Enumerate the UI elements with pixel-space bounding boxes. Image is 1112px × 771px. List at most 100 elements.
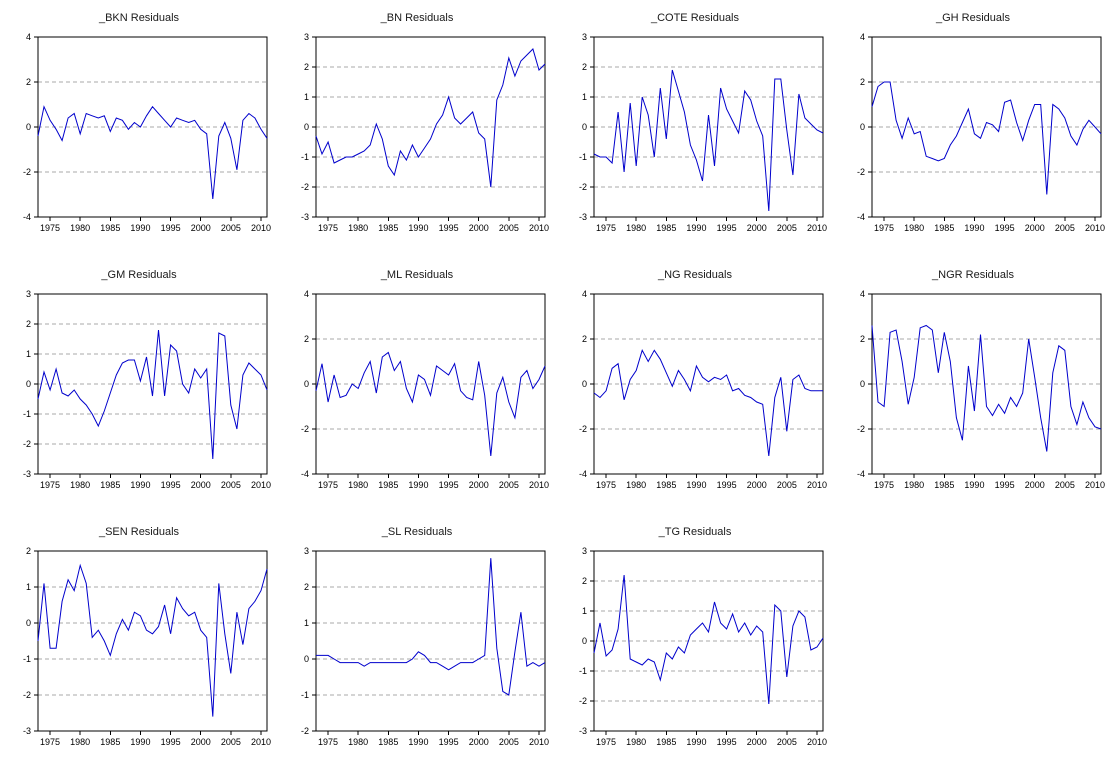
chart-cell-bkn: _BKN Residuals -4 -2 0 2 4 1975 1980 1985 1990 19… — [0, 0, 278, 257]
svg-text:2000: 2000 — [747, 480, 767, 490]
svg-text:-2: -2 — [579, 182, 587, 192]
chart-cell-cote: _COTE Residuals -3 -2 -1 0 1 2 3 1975 1980 1985 19… — [556, 0, 834, 257]
svg-text:1990: 1990 — [686, 480, 706, 490]
svg-text:1980: 1980 — [626, 480, 646, 490]
svg-text:1975: 1975 — [596, 480, 616, 490]
svg-text:4: 4 — [26, 32, 31, 42]
svg-text:-1: -1 — [23, 654, 31, 664]
svg-text:1980: 1980 — [70, 737, 90, 747]
bkn-residuals-plot: -4 -2 0 2 4 1975 1980 1985 1990 1995 2000 2005 2010 — [23, 32, 271, 233]
svg-text:1990: 1990 — [408, 223, 428, 233]
svg-text:1980: 1980 — [70, 223, 90, 233]
svg-text:2000: 2000 — [469, 223, 489, 233]
svg-text:3: 3 — [26, 289, 31, 299]
sl-residuals-plot: -2 -1 0 1 2 3 1975 1980 1985 1990 1995 2000 2005 2010 — [301, 546, 549, 747]
svg-text:2: 2 — [304, 334, 309, 344]
svg-text:1990: 1990 — [130, 223, 150, 233]
svg-text:1990: 1990 — [130, 737, 150, 747]
svg-text:2005: 2005 — [499, 737, 519, 747]
svg-text:0: 0 — [582, 379, 587, 389]
svg-text:1980: 1980 — [70, 480, 90, 490]
svg-text:-2: -2 — [23, 439, 31, 449]
svg-text:1990: 1990 — [408, 480, 428, 490]
svg-text:0: 0 — [860, 379, 865, 389]
svg-text:2: 2 — [26, 546, 31, 556]
svg-text:0: 0 — [26, 122, 31, 132]
svg-text:1985: 1985 — [100, 737, 120, 747]
svg-text:2: 2 — [860, 334, 865, 344]
svg-text:-3: -3 — [301, 212, 309, 222]
svg-text:2010: 2010 — [1085, 223, 1105, 233]
svg-text:3: 3 — [582, 32, 587, 42]
chart-title-ngr: _NGR Residuals — [932, 269, 1014, 281]
svg-text:1: 1 — [26, 582, 31, 592]
chart-title-cote: _COTE Residuals — [650, 12, 740, 24]
svg-text:2000: 2000 — [191, 223, 211, 233]
svg-text:2: 2 — [26, 77, 31, 87]
svg-text:1995: 1995 — [995, 480, 1015, 490]
svg-text:1985: 1985 — [100, 223, 120, 233]
svg-text:1995: 1995 — [439, 480, 459, 490]
svg-text:-1: -1 — [23, 409, 31, 419]
svg-text:1980: 1980 — [348, 223, 368, 233]
svg-text:1995: 1995 — [717, 223, 737, 233]
svg-text:2005: 2005 — [499, 223, 519, 233]
svg-text:2: 2 — [860, 77, 865, 87]
svg-text:2005: 2005 — [221, 737, 241, 747]
svg-text:2010: 2010 — [529, 223, 549, 233]
svg-text:4: 4 — [582, 289, 587, 299]
svg-text:-2: -2 — [857, 167, 865, 177]
svg-text:-2: -2 — [23, 167, 31, 177]
svg-text:3: 3 — [304, 546, 309, 556]
svg-text:-4: -4 — [579, 469, 587, 479]
chart-title-ng: _NG Residuals — [658, 269, 732, 281]
svg-text:-3: -3 — [579, 726, 587, 736]
svg-text:1985: 1985 — [656, 223, 676, 233]
svg-text:1995: 1995 — [717, 480, 737, 490]
svg-text:-2: -2 — [301, 726, 309, 736]
svg-text:0: 0 — [304, 122, 309, 132]
svg-text:2000: 2000 — [191, 737, 211, 747]
svg-text:1985: 1985 — [378, 480, 398, 490]
svg-text:1980: 1980 — [626, 223, 646, 233]
svg-text:1980: 1980 — [904, 480, 924, 490]
svg-text:-3: -3 — [23, 726, 31, 736]
svg-text:1990: 1990 — [408, 737, 428, 747]
svg-text:2010: 2010 — [529, 737, 549, 747]
svg-text:1985: 1985 — [378, 737, 398, 747]
svg-text:-2: -2 — [301, 424, 309, 434]
svg-text:4: 4 — [860, 289, 865, 299]
chart-title-bn: _BN Residuals — [380, 12, 454, 24]
svg-text:-2: -2 — [579, 696, 587, 706]
chart-title-ml: _ML Residuals — [380, 269, 454, 281]
svg-text:1990: 1990 — [964, 480, 984, 490]
svg-text:2000: 2000 — [747, 223, 767, 233]
svg-text:2: 2 — [582, 334, 587, 344]
svg-text:-2: -2 — [23, 690, 31, 700]
svg-text:0: 0 — [582, 636, 587, 646]
svg-text:-4: -4 — [23, 212, 31, 222]
svg-text:-1: -1 — [579, 152, 587, 162]
svg-text:-2: -2 — [579, 424, 587, 434]
svg-text:2000: 2000 — [747, 737, 767, 747]
svg-text:1995: 1995 — [161, 223, 181, 233]
svg-text:1985: 1985 — [378, 223, 398, 233]
chart-cell-sl: _SL Residuals -2 -1 0 1 2 3 1975 1980 1985 1990 19… — [278, 514, 556, 771]
svg-text:-4: -4 — [857, 469, 865, 479]
svg-text:2010: 2010 — [251, 223, 271, 233]
svg-text:2000: 2000 — [1025, 480, 1045, 490]
svg-text:1995: 1995 — [161, 737, 181, 747]
svg-text:1995: 1995 — [717, 737, 737, 747]
svg-text:1975: 1975 — [40, 223, 60, 233]
svg-text:1985: 1985 — [934, 480, 954, 490]
svg-text:2: 2 — [304, 62, 309, 72]
svg-text:2000: 2000 — [191, 480, 211, 490]
chart-cell-tg: _TG Residuals -3 -2 -1 0 1 2 3 1975 1980 1985 1990… — [556, 514, 834, 771]
svg-text:2010: 2010 — [807, 737, 827, 747]
svg-text:1990: 1990 — [686, 737, 706, 747]
chart-title-sl: _SL Residuals — [381, 526, 453, 538]
chart-title-sen: _SEN Residuals — [98, 526, 180, 538]
svg-text:0: 0 — [26, 379, 31, 389]
chart-cell-bn: _BN Residuals -3 -2 -1 0 1 2 3 1975 1980 1985 1990… — [278, 0, 556, 257]
